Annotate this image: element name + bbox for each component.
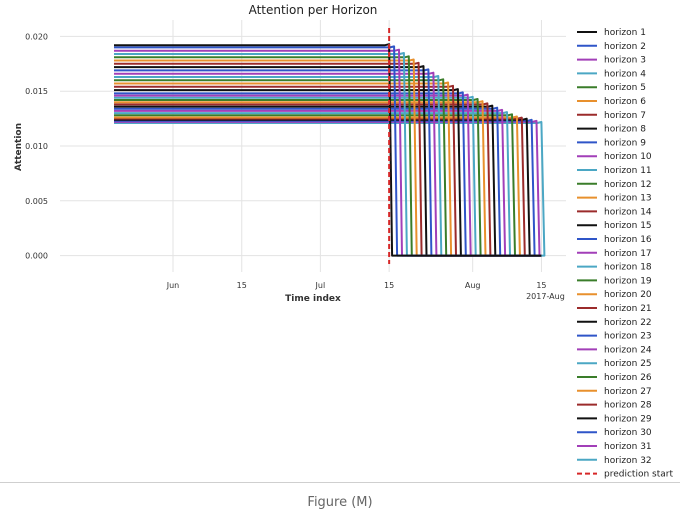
legend-entry: horizon 4 bbox=[604, 69, 646, 79]
y-tick-label: 0.010 bbox=[25, 142, 48, 151]
y-tick-label: 0.020 bbox=[25, 32, 48, 41]
legend-entry: horizon 18 bbox=[604, 263, 652, 273]
legend-entry: horizon 12 bbox=[604, 180, 652, 190]
series-line-horizon-7 bbox=[114, 61, 542, 257]
legend: horizon 1 horizon 2 horizon 3 horizon 4 hori… bbox=[577, 28, 673, 480]
y-tick-label: 0.000 bbox=[25, 252, 48, 261]
legend-entry: horizon 30 bbox=[604, 428, 652, 438]
series-line-horizon-1 bbox=[114, 43, 542, 257]
legend-entry: horizon 29 bbox=[604, 414, 652, 424]
legend-entry: horizon 2 bbox=[604, 42, 646, 52]
grid bbox=[60, 20, 566, 272]
legend-entry: horizon 32 bbox=[604, 456, 652, 466]
legend-entry: horizon 7 bbox=[604, 111, 646, 121]
x-tick-label: Jun bbox=[166, 281, 180, 290]
x-tick-label: 15 bbox=[237, 281, 247, 290]
series-line-horizon-32 bbox=[114, 121, 546, 257]
legend-entry: horizon 10 bbox=[604, 152, 652, 162]
legend-entry: horizon 24 bbox=[604, 345, 652, 355]
legend-entry: horizon 22 bbox=[604, 318, 652, 328]
legend-entry: horizon 25 bbox=[604, 359, 652, 369]
attention-chart: 0.000 0.005 0.010 0.015 0.020 Jun 15 Jul 15 Aug 15… bbox=[14, 3, 673, 480]
legend-entry: horizon 5 bbox=[604, 83, 646, 93]
x-axis-label: Time index bbox=[285, 294, 341, 304]
series-line-horizon-27 bbox=[114, 115, 542, 257]
legend-entry: horizon 23 bbox=[604, 332, 652, 342]
figure-caption: Figure (M) bbox=[307, 495, 373, 510]
legend-entry: horizon 21 bbox=[604, 304, 652, 314]
legend-entry: horizon 1 bbox=[604, 28, 646, 38]
y-tick-label: 0.015 bbox=[25, 87, 48, 96]
legend-entry: horizon 9 bbox=[604, 138, 646, 148]
legend-entry: horizon 31 bbox=[604, 442, 652, 452]
legend-entry: horizon 19 bbox=[604, 276, 652, 286]
x-tick-label: Jul bbox=[315, 281, 326, 290]
legend-entry: horizon 8 bbox=[604, 125, 646, 135]
series-line-horizon-26 bbox=[114, 113, 542, 257]
legend-entry: horizon 3 bbox=[604, 56, 646, 66]
chart-title: Attention per Horizon bbox=[249, 3, 378, 17]
legend-entry: horizon 26 bbox=[604, 373, 652, 383]
legend-entry: horizon 13 bbox=[604, 194, 652, 204]
y-axis-label: Attention bbox=[14, 123, 24, 171]
series-line-horizon-28 bbox=[114, 116, 542, 257]
legend-entry: horizon 27 bbox=[604, 387, 652, 397]
series-line-horizon-29 bbox=[114, 117, 542, 257]
series-lines bbox=[114, 43, 546, 257]
x-tick-label: 15 bbox=[536, 281, 546, 290]
x-tick-label: Aug bbox=[465, 281, 481, 290]
x-tick-sublabel: 2017-Aug bbox=[526, 292, 565, 301]
series-line-horizon-31 bbox=[114, 119, 542, 257]
series-line-horizon-8 bbox=[114, 65, 542, 257]
legend-entry: horizon 14 bbox=[604, 207, 652, 217]
x-tick-label: 15 bbox=[384, 281, 394, 290]
series-line-horizon-6 bbox=[114, 58, 542, 257]
legend-entry: horizon 15 bbox=[604, 221, 652, 231]
y-tick-label: 0.005 bbox=[25, 197, 48, 206]
series-line-horizon-30 bbox=[114, 118, 542, 257]
legend-entry: horizon 20 bbox=[604, 290, 652, 300]
legend-entry: horizon 6 bbox=[604, 97, 646, 107]
legend-entry-prediction: prediction start bbox=[604, 470, 673, 480]
axes: 0.000 0.005 0.010 0.015 0.020 Jun 15 Jul 15 Aug 15… bbox=[25, 32, 565, 301]
legend-entry: horizon 28 bbox=[604, 401, 652, 411]
legend-entry: horizon 11 bbox=[604, 166, 652, 176]
legend-entry: horizon 16 bbox=[604, 235, 652, 245]
caption-divider bbox=[0, 482, 680, 483]
legend-entry: horizon 17 bbox=[604, 249, 652, 259]
